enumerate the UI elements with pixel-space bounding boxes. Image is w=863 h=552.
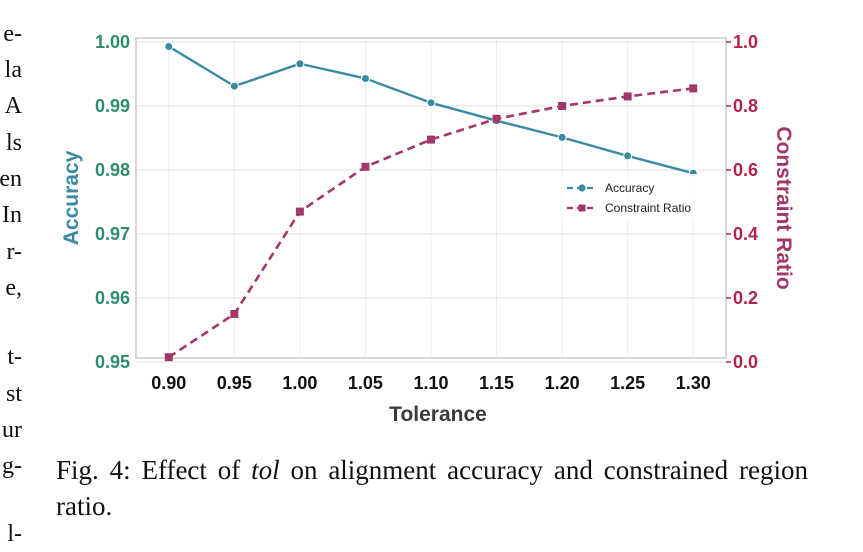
constraint-ratio-marker [689,84,698,93]
y-right-tick-label: 1.0 [733,32,758,52]
x-tick-label: 1.10 [413,373,448,393]
y-right-tick-label: 0.6 [733,160,758,180]
constraint-ratio-marker [492,114,501,123]
left-text-fragment: t- [7,344,22,370]
y-left-tick-label: 0.99 [95,96,130,116]
left-text-fragment: ls [5,130,22,156]
accuracy-marker [295,59,305,69]
x-axis-title: Tolerance [389,403,487,426]
accuracy-marker [623,151,633,161]
y-right-tick-label: 0.2 [733,288,758,308]
y-left-tick-label: 0.96 [95,288,130,308]
accuracy-marker [360,73,370,83]
x-tick-label: 0.95 [217,373,252,393]
y-axis-right-title: Constraint Ratio [772,126,795,289]
constraint-ratio-marker [164,353,173,362]
left-text-fragment: la [4,57,22,83]
constraint-ratio-marker [623,92,632,101]
caption-prefix: Fig. 4: Effect of [56,455,252,485]
x-tick-label: 0.90 [151,373,186,393]
axes: 0.90 0.95 1.00 1.05 1.10 1.15 1.20 1.25 1.30 0.95… [95,32,758,393]
legend-accuracy-label: Accuracy [605,181,654,195]
caption-suffix: on alignment accuracy and constrained re… [56,455,808,521]
y-left-tick-label: 0.95 [95,352,130,372]
left-text-fragment: In [2,202,22,228]
x-tick-label: 1.15 [479,373,514,393]
y-right-tick-label: 0.4 [733,224,758,244]
left-text-fragment: A [4,93,22,119]
constraint-ratio-marker [295,207,304,216]
left-text-fragment: l- [7,521,22,547]
constraint-ratio-line [168,87,694,359]
x-tick-label: 1.25 [610,373,645,393]
y-axis-left-title: Accuracy [60,150,83,245]
x-tick-label: 1.30 [676,373,711,393]
constraint-ratio-marker [427,135,435,144]
constraint-ratio-marker [230,310,239,318]
x-tick-label: 1.20 [545,373,580,393]
legend-box [562,174,710,220]
left-text-fragment: e- [3,21,22,47]
left-text-fragment: en [0,166,22,192]
y-left-tick-label: 0.97 [95,224,130,244]
legend: Accuracy Constraint Ratio [562,174,710,220]
left-text-fragment: e, [5,275,22,301]
y-right-tick-label: 0.0 [733,352,758,372]
legend-accuracy-marker [578,184,586,192]
y-left-tick-label: 0.98 [95,160,130,180]
series-layer [164,41,698,362]
x-tick-label: 1.00 [282,373,317,393]
legend-constraint-label: Constraint Ratio [605,201,691,215]
accuracy-marker [426,98,436,108]
chart: 0.90 0.95 1.00 1.05 1.10 1.15 1.20 1.25 1.30 0.95… [60,32,795,426]
left-text-fragment: g- [2,453,22,479]
constraint-ratio-marker [361,162,370,171]
caption-italic-term: tol [251,455,280,485]
left-text-fragment: st [5,381,22,407]
accuracy-marker [557,132,567,142]
y-right-tick-label: 0.8 [733,96,758,116]
left-text-fragment: r- [6,239,22,265]
accuracy-marker [164,41,174,51]
y-left-tick-label: 1.00 [95,32,130,52]
accuracy-marker [229,81,239,91]
figure-caption: Fig. 4: Effect of tol on alignment accur… [56,452,808,524]
legend-constraint-marker [578,204,586,212]
constraint-ratio-marker [558,102,567,110]
left-text-fragment: ur [2,417,22,443]
x-tick-label: 1.05 [348,373,383,393]
